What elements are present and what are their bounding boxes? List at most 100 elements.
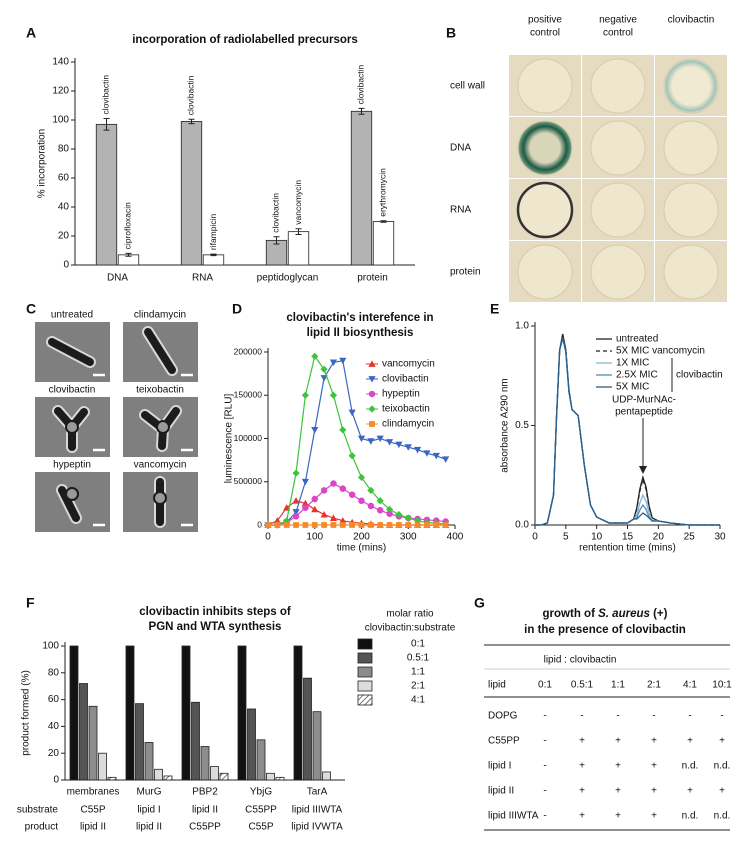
micrograph-label: vancomycin	[134, 460, 187, 471]
legend-label: 0:1	[411, 639, 425, 650]
legend-label: 1X MIC	[616, 358, 649, 369]
column-header: 0:1	[538, 680, 552, 691]
marker	[293, 522, 299, 528]
x-tick-label: 300	[400, 532, 417, 543]
bar	[95, 123, 118, 266]
x-tick-label: PBP2	[192, 787, 218, 798]
panel-letter: E	[490, 301, 499, 317]
y-tick-label: 40	[58, 202, 70, 213]
table-cell: +	[651, 811, 657, 822]
row-label: product	[25, 822, 59, 833]
table-cell: lipid I	[488, 761, 511, 772]
product-label: lipid IVWTA	[291, 822, 343, 833]
y-tick-label: 1.0	[515, 321, 529, 332]
x-tick-label: 200	[353, 532, 370, 543]
table-cell: -	[543, 761, 546, 772]
error-bar	[210, 253, 217, 257]
legend-label: clovibactin	[382, 374, 429, 385]
bar-label: clovibactin	[271, 193, 281, 233]
table-cell: +	[579, 811, 585, 822]
marker	[330, 522, 337, 528]
marker	[329, 514, 338, 521]
x-tick-label: 30	[714, 532, 726, 543]
spot	[590, 120, 646, 176]
table-cell: C55PP	[488, 736, 520, 747]
marker	[329, 359, 338, 366]
product-label: lipid II	[80, 822, 106, 833]
marker	[301, 499, 309, 507]
marker	[368, 390, 376, 398]
table-cell: +	[579, 761, 585, 772]
title-part: (+)	[650, 608, 668, 620]
bar	[275, 776, 285, 781]
legend-swatch	[357, 638, 373, 650]
table-cell: DOPG	[488, 711, 518, 722]
bar	[180, 121, 203, 266]
table-cell: +	[579, 786, 585, 797]
marker	[376, 435, 384, 443]
table-cell: +	[579, 736, 585, 747]
table-cell: -	[543, 736, 546, 747]
marker	[358, 522, 365, 528]
legend-label: hypeptin	[382, 389, 420, 400]
cell-bulge	[65, 420, 79, 434]
legend-label: untreated	[616, 334, 658, 345]
y-tick-label: 80	[58, 144, 70, 155]
marker	[404, 444, 412, 451]
y-tick-label: 0.0	[515, 520, 529, 531]
bar	[191, 701, 200, 781]
x-tick-label: 20	[653, 532, 665, 543]
title-part: growth of	[543, 608, 599, 620]
chart-title: incorporation of radiolabelled precursor…	[132, 34, 358, 46]
bar-label: clovibactin	[186, 75, 196, 115]
spot	[663, 58, 719, 114]
marker	[349, 522, 356, 528]
product-label: C55PP	[189, 822, 221, 833]
y-tick-label: 0	[257, 519, 262, 529]
marker	[321, 522, 327, 528]
y-tick-label: 0.5	[515, 420, 529, 431]
column-header: clovibactin	[668, 15, 715, 26]
substrate-label: C55P	[80, 805, 105, 816]
row-label: cell wall	[450, 81, 485, 92]
marker	[329, 391, 338, 399]
column-header: lipid	[488, 680, 506, 691]
micrograph-label: clovibactin	[49, 385, 96, 396]
marker	[357, 473, 366, 482]
error-bar	[295, 228, 302, 236]
marker	[368, 376, 376, 383]
marker	[368, 360, 376, 367]
x-tick-label: TarA	[307, 787, 328, 798]
marker	[357, 435, 366, 443]
bar	[293, 645, 303, 781]
cell-bulge	[153, 491, 167, 505]
spot	[517, 244, 573, 300]
marker	[386, 522, 393, 528]
x-tick-label: 0	[532, 532, 538, 543]
marker	[311, 495, 318, 503]
panel-letter: B	[446, 25, 456, 41]
spot	[663, 244, 719, 300]
y-tick-label: 500000	[234, 476, 263, 486]
marker	[311, 522, 318, 528]
marker	[348, 491, 356, 498]
substrate-label: lipid I	[137, 805, 160, 816]
bar	[79, 683, 88, 781]
bar	[69, 645, 79, 781]
x-tick-label: RNA	[192, 273, 213, 284]
error-bar	[125, 252, 132, 257]
bar	[135, 703, 144, 781]
y-tick-label: 40	[48, 721, 60, 732]
legend-label: 2:1	[411, 681, 425, 692]
row-label: substrate	[17, 805, 59, 816]
marker	[292, 509, 300, 516]
row-label: DNA	[450, 143, 471, 154]
legend-title: clovibactin:substrate	[365, 623, 456, 634]
marker	[348, 409, 356, 417]
legend-title: molar ratio	[386, 609, 434, 620]
table-cell: +	[687, 786, 693, 797]
marker	[367, 502, 375, 510]
bar-label: rifampicin	[208, 213, 218, 250]
marker	[265, 522, 271, 528]
marker	[301, 391, 309, 399]
